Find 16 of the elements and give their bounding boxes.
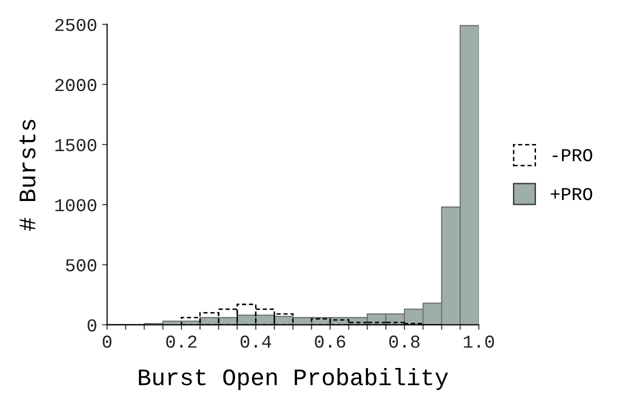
x-tick-label: 1.0 xyxy=(464,336,494,348)
y-tick-label: 0 xyxy=(88,319,96,332)
y-tick-label: 500 xyxy=(66,259,96,272)
y-tick-label: 2500 xyxy=(55,18,96,32)
x-tick-label: 0.6 xyxy=(314,336,346,348)
x-tick-label: 0.8 xyxy=(389,336,420,348)
x-tick-label: 0.4 xyxy=(240,336,272,348)
legend-label: +PRO xyxy=(550,188,592,200)
y-tick-label: 1500 xyxy=(55,139,96,152)
legend-label: -PRO xyxy=(552,149,592,162)
x-tick-label: 0 xyxy=(102,336,112,348)
x-axis-title: Burst Open Probability xyxy=(138,368,448,390)
x-tick-label: 0.2 xyxy=(166,336,196,348)
y-tick-label: 1000 xyxy=(55,199,96,212)
y-tick-label: 2000 xyxy=(55,78,96,92)
y-axis-title: # Bursts xyxy=(20,120,36,231)
